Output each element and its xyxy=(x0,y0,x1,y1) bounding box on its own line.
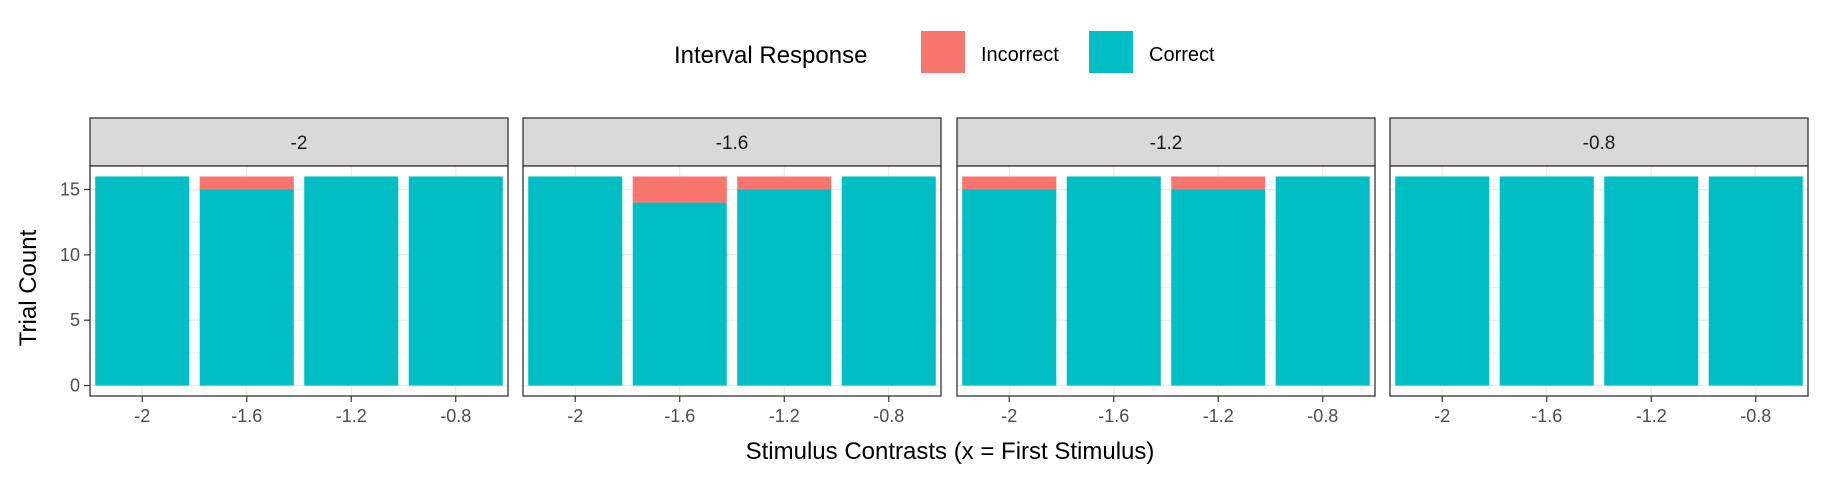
x-tick-label: -2 xyxy=(1434,406,1450,426)
bar-correct xyxy=(199,189,294,386)
facet-panel: -2 -2 -1.6 -1.2 -0.8 xyxy=(89,117,509,426)
facet-strip-label: -1.6 xyxy=(716,133,749,154)
x-axis-title: Stimulus Contrasts (x = First Stimulus) xyxy=(746,438,1155,465)
bar-correct xyxy=(737,189,832,386)
x-tick-label: -1.2 xyxy=(1203,406,1234,426)
legend-title: Interval Response xyxy=(674,42,867,69)
bar-correct xyxy=(1395,176,1490,386)
bar-correct xyxy=(1604,176,1699,386)
facet-strip xyxy=(956,117,1376,167)
y-tick-label: 10 xyxy=(60,245,80,265)
bar-correct xyxy=(528,176,623,386)
bar-correct xyxy=(304,176,399,386)
legend-key-incorrect xyxy=(921,31,965,73)
panel-border xyxy=(956,165,1376,397)
bar-correct xyxy=(1499,176,1594,386)
bar-correct xyxy=(1171,189,1266,386)
legend-label-incorrect: Incorrect xyxy=(981,44,1059,66)
panel-border xyxy=(89,165,509,397)
x-tick-label: -1.6 xyxy=(664,406,695,426)
x-tick-label: -2 xyxy=(567,406,583,426)
y-tick-label: 5 xyxy=(70,310,80,330)
bar-correct xyxy=(1708,176,1803,386)
x-tick-label: -0.8 xyxy=(1740,406,1771,426)
x-tick-label: -1.2 xyxy=(1636,406,1667,426)
y-axis: 0 5 10 15 xyxy=(60,180,90,396)
x-tick-label: -1.6 xyxy=(1098,406,1129,426)
facet-panels: -2-2 -1.6 -1.2 -0.8-1.6-2 -1.6 -1.2 -0.8-1.2-2… xyxy=(89,117,1809,426)
bar-correct xyxy=(632,202,727,386)
bar-correct xyxy=(841,176,936,386)
y-tick-label: 15 xyxy=(60,180,80,200)
facet-panel: -1.2 -2 -1.6 -1.2 -0.8 xyxy=(956,117,1376,426)
bar-correct xyxy=(962,189,1057,386)
x-tick-label: -2 xyxy=(1001,406,1017,426)
facet-panel: -1.6 -2 -1.6 -1.2 -0.8 xyxy=(522,117,942,426)
bar-incorrect xyxy=(962,176,1057,190)
y-axis-title: Trial Count xyxy=(15,229,42,346)
bar-correct xyxy=(408,176,503,386)
bar-incorrect xyxy=(1171,176,1266,190)
facet-strip xyxy=(1389,117,1809,167)
facet-strip-label: -0.8 xyxy=(1583,133,1616,154)
facet-strip-label: -2 xyxy=(291,133,308,154)
x-tick-label: -0.8 xyxy=(873,406,904,426)
x-tick-label: -1.2 xyxy=(769,406,800,426)
x-tick-label: -0.8 xyxy=(1307,406,1338,426)
facet-strip xyxy=(522,117,942,167)
x-tick-label: -1.6 xyxy=(1531,406,1562,426)
facet-strip xyxy=(89,117,509,167)
x-tick-label: -0.8 xyxy=(440,406,471,426)
bar-correct xyxy=(1066,176,1161,386)
panel-border xyxy=(1389,165,1809,397)
bar-correct xyxy=(95,176,190,386)
legend: Interval Response Incorrect Correct xyxy=(674,31,1215,73)
bar-incorrect xyxy=(199,176,294,190)
legend-key-correct xyxy=(1089,31,1133,73)
y-tick-label: 0 xyxy=(70,376,80,396)
legend-label-correct: Correct xyxy=(1149,44,1215,66)
x-tick-label: -2 xyxy=(134,406,150,426)
bar-incorrect xyxy=(737,176,832,190)
x-tick-label: -1.6 xyxy=(231,406,262,426)
facet-panel: -0.8 -2 -1.6 -1.2 -0.8 xyxy=(1389,117,1809,426)
facet-strip-label: -1.2 xyxy=(1150,133,1183,154)
bar-correct xyxy=(1275,176,1370,386)
x-tick-label: -1.2 xyxy=(336,406,367,426)
panel-border xyxy=(522,165,942,397)
bar-incorrect xyxy=(632,176,727,203)
